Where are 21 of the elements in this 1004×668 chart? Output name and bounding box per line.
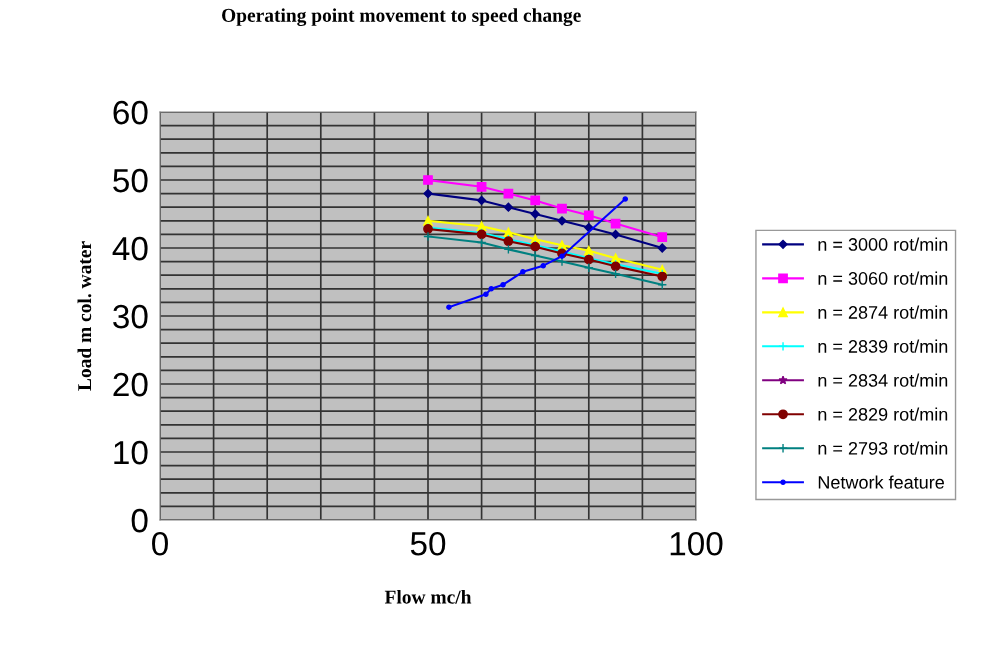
y-tick-label: 50 — [113, 168, 148, 193]
chart-title: Operating point movement to speed change — [222, 8, 581, 27]
y-axis-title: Load m col. water — [77, 241, 92, 391]
legend-label: n = 2834 rot/min — [818, 373, 948, 387]
legend-label: Network feature — [818, 475, 944, 489]
legend-label: n = 3060 rot/min — [818, 271, 948, 285]
legend-label: n = 2793 rot/min — [818, 441, 948, 455]
legend-label: n = 2874 rot/min — [818, 305, 948, 319]
y-tick-label: 0 — [131, 508, 148, 533]
legend-label: n = 2829 rot/min — [818, 407, 948, 421]
y-tick-label: 40 — [112, 236, 148, 261]
y-tick-label: 30 — [113, 304, 148, 329]
x-axis-title: Flow mc/h — [384, 589, 472, 604]
x-tick-label: 100 — [670, 531, 723, 556]
legend-label: n = 2839 rot/min — [818, 339, 948, 353]
x-tick-label: 50 — [410, 531, 446, 556]
legend-label: n = 3000 rot/min — [818, 237, 948, 251]
x-tick-label: 0 — [152, 531, 168, 556]
y-tick-label: 60 — [113, 100, 148, 125]
y-tick-label: 20 — [113, 372, 148, 397]
y-tick-label: 10 — [114, 440, 148, 465]
